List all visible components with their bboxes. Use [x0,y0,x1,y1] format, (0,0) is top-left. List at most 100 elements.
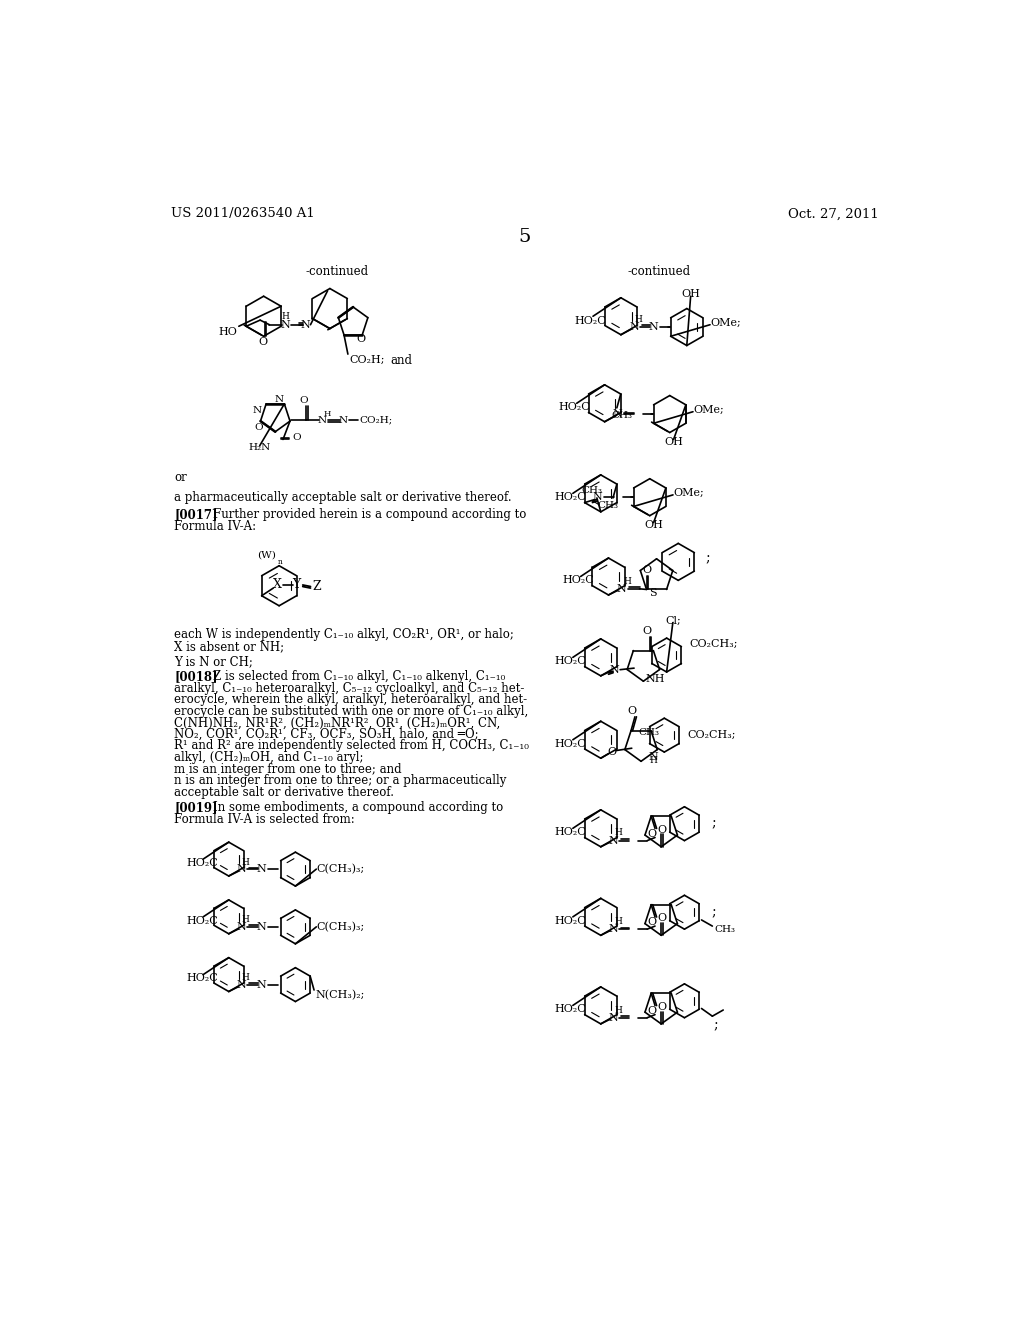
Text: NH: NH [646,673,666,684]
Text: HO₂C: HO₂C [554,1005,586,1014]
Text: N: N [338,416,347,425]
Text: each W is independently C₁₋₁₀ alkyl, CO₂R¹, OR¹, or halo;: each W is independently C₁₋₁₀ alkyl, CO₂… [174,628,514,640]
Text: US 2011/0263540 A1: US 2011/0263540 A1 [171,207,314,220]
Text: O: O [657,825,667,834]
Text: C(CH₃)₃;: C(CH₃)₃; [316,865,365,874]
Text: O: O [628,706,636,717]
Text: O: O [254,424,262,433]
Text: N: N [608,1012,618,1023]
Text: N: N [318,416,327,425]
Text: [0017]: [0017] [174,508,218,521]
Text: Cl;: Cl; [665,615,681,626]
Text: O: O [643,565,652,576]
Text: Oct. 27, 2011: Oct. 27, 2011 [788,207,879,220]
Text: HO₂C: HO₂C [554,656,586,667]
Text: and: and [390,354,413,367]
Text: CH₃: CH₃ [714,925,735,933]
Text: O: O [647,917,656,928]
Text: N: N [237,865,246,874]
Text: or: or [174,471,187,484]
Text: HO₂C: HO₂C [554,739,586,748]
Text: -continued: -continued [628,265,690,279]
Text: HO₂C: HO₂C [562,576,594,585]
Text: n: n [278,558,283,566]
Text: N: N [280,319,290,330]
Text: H: H [614,1006,623,1015]
Text: O: O [292,433,301,442]
Text: H: H [614,829,623,837]
Text: HO₂C: HO₂C [554,492,586,502]
Text: alkyl, (CH₂)ₘOH, and C₁₋₁₀ aryl;: alkyl, (CH₂)ₘOH, and C₁₋₁₀ aryl; [174,751,364,764]
Text: N: N [237,979,246,990]
Text: erocycle, wherein the alkyl, aralkyl, heteroaralkyl, and het-: erocycle, wherein the alkyl, aralkyl, he… [174,693,527,706]
Text: O: O [356,334,366,345]
Text: H: H [624,577,631,586]
Text: H: H [649,756,657,764]
Text: Z is selected from C₁₋₁₀ alkyl, C₁₋₁₀ alkenyl, C₁₋₁₀: Z is selected from C₁₋₁₀ alkyl, C₁₋₁₀ al… [213,671,506,684]
Text: N: N [609,665,618,675]
Text: -continued: -continued [306,265,369,279]
Text: a pharmaceutically acceptable salt or derivative thereof.: a pharmaceutically acceptable salt or de… [174,491,512,504]
Text: N: N [608,836,618,846]
Text: Further provided herein is a compound according to: Further provided herein is a compound ac… [213,508,526,521]
Text: CH₃: CH₃ [638,729,659,738]
Text: NO₂, COR¹, CO₂R¹, CF₃, OCF₃, SO₃H, halo, and ═O;: NO₂, COR¹, CO₂R¹, CF₃, OCF₃, SO₃H, halo,… [174,727,479,741]
Text: CH₃: CH₃ [611,411,633,420]
Text: X: X [272,578,282,591]
Text: HO₂C: HO₂C [186,916,218,925]
Text: ;: ; [712,817,716,830]
Text: C(CH₃)₃;: C(CH₃)₃; [316,921,365,932]
Text: HO₂C: HO₂C [554,916,586,925]
Text: OMe;: OMe; [673,488,703,499]
Text: n is an integer from one to three; or a pharmaceutically: n is an integer from one to three; or a … [174,774,507,787]
Text: ;: ; [712,906,716,919]
Text: HO: HO [219,326,238,337]
Text: N: N [648,752,658,763]
Text: 5: 5 [518,228,531,246]
Text: HO₂C: HO₂C [574,315,606,326]
Text: N: N [300,319,310,330]
Text: N: N [629,322,639,333]
Text: O: O [258,337,267,347]
Text: O: O [643,626,651,636]
Text: HO₂C: HO₂C [186,858,218,869]
Text: aralkyl, C₁₋₁₀ heteroaralkyl, C₅₋₁₂ cycloalkyl, and C₅₋₁₂ het-: aralkyl, C₁₋₁₀ heteroaralkyl, C₅₋₁₂ cycl… [174,681,525,694]
Text: N: N [616,583,627,594]
Text: (W): (W) [257,550,276,560]
Text: [0018]: [0018] [174,671,218,684]
Text: O: O [657,913,667,924]
Text: H₂N: H₂N [248,442,270,451]
Text: N(CH₃)₂;: N(CH₃)₂; [315,990,365,1001]
Text: HO₂C: HO₂C [558,403,590,412]
Text: In some embodiments, a compound according to: In some embodiments, a compound accordin… [213,801,504,814]
Text: ;: ; [706,550,710,565]
Text: HO₂C: HO₂C [186,973,218,983]
Text: N: N [593,492,603,502]
Text: H: H [324,411,331,418]
Text: Z: Z [312,579,322,593]
Text: H: H [242,858,250,867]
Text: C(NH)NH₂, NR¹R², (CH₂)ₘNR¹R², OR¹, (CH₂)ₘOR¹, CN,: C(NH)NH₂, NR¹R², (CH₂)ₘNR¹R², OR¹, (CH₂)… [174,717,501,730]
Text: N: N [256,921,266,932]
Text: Y: Y [293,578,301,591]
Text: Formula IV-A:: Formula IV-A: [174,520,257,533]
Text: CO₂H;: CO₂H; [349,355,385,366]
Text: OH: OH [644,520,664,529]
Text: CH₃: CH₃ [581,486,602,495]
Text: HO₂C: HO₂C [554,828,586,837]
Text: Formula IV-A is selected from:: Formula IV-A is selected from: [174,813,355,825]
Text: R¹ and R² are independently selected from H, COCH₃, C₁₋₁₀: R¹ and R² are independently selected fro… [174,739,529,752]
Text: N: N [613,409,623,418]
Text: H: H [242,916,250,924]
Text: CH₃: CH₃ [597,502,618,510]
Text: O: O [647,829,656,838]
Text: N: N [608,924,618,935]
Text: S: S [649,587,656,598]
Text: OH: OH [681,289,700,298]
Text: OH: OH [665,437,683,446]
Text: N: N [274,395,284,404]
Text: acceptable salt or derivative thereof.: acceptable salt or derivative thereof. [174,785,394,799]
Text: O: O [657,1002,667,1012]
Text: CO₂CH₃;: CO₂CH₃; [690,639,738,648]
Text: H: H [281,312,289,321]
